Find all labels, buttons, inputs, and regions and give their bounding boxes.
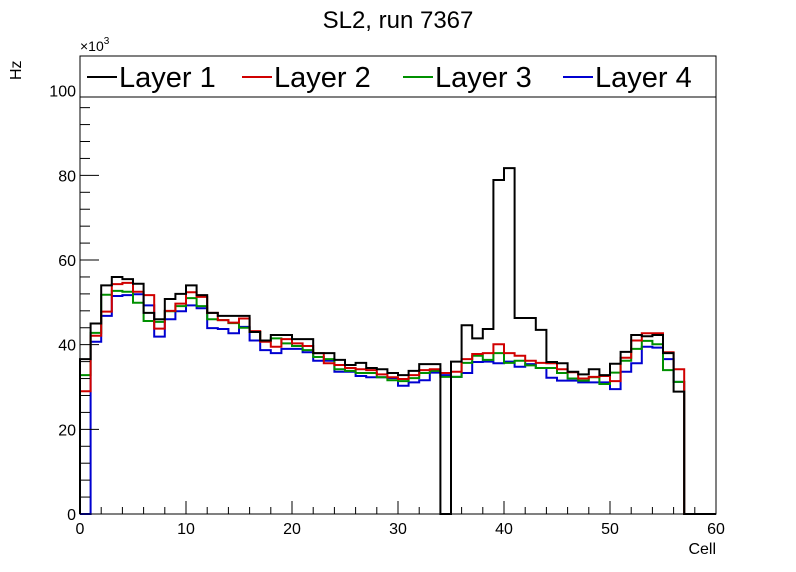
x-tick-label: 0 <box>76 521 85 538</box>
x-tick-label: 50 <box>601 521 619 538</box>
legend-label: Layer 3 <box>435 62 532 94</box>
x-tick-label: 40 <box>495 521 513 538</box>
x-tick-label: 10 <box>177 521 195 538</box>
series-group <box>79 167 716 515</box>
plot-frame <box>79 55 717 515</box>
y-tick-label: 40 <box>58 338 76 355</box>
series-layer-4 <box>80 293 716 515</box>
y-tick-label: 100 <box>49 84 76 101</box>
series-layer-1 <box>79 167 716 515</box>
x-axis-label: Cell <box>688 541 716 558</box>
chart-title: SL2, run 7367 <box>323 7 474 34</box>
series-layer-3 <box>79 289 716 515</box>
y-tick-label: 0 <box>67 507 76 524</box>
y-axis-label: Hz <box>8 60 25 80</box>
legend-box <box>79 55 717 98</box>
y-tick-label: 60 <box>58 253 76 270</box>
legend-entry: Layer 4 <box>563 62 692 94</box>
legend-entry: Layer 3 <box>403 62 532 94</box>
legend-label: Layer 2 <box>274 62 371 94</box>
legend-entry: Layer 1 <box>87 62 216 94</box>
legend-entry: Layer 2 <box>242 62 371 94</box>
x-tick-label: 30 <box>389 521 407 538</box>
x-tick-label: 20 <box>283 521 301 538</box>
y-multiplier-label: ×103 <box>80 36 110 54</box>
legend-label: Layer 1 <box>119 62 216 94</box>
x-tick-label: 60 <box>707 521 725 538</box>
legend-label: Layer 4 <box>595 62 692 94</box>
axes-group: 0 10 20 30 40 50 60 0 20 40 60 80 100 <box>49 56 725 538</box>
y-tick-label: 20 <box>58 422 76 439</box>
legend: Layer 1 Layer 2 Layer 3 Layer 4 <box>79 55 717 98</box>
series-layer-2 <box>79 281 716 515</box>
y-tick-label: 80 <box>58 168 76 185</box>
